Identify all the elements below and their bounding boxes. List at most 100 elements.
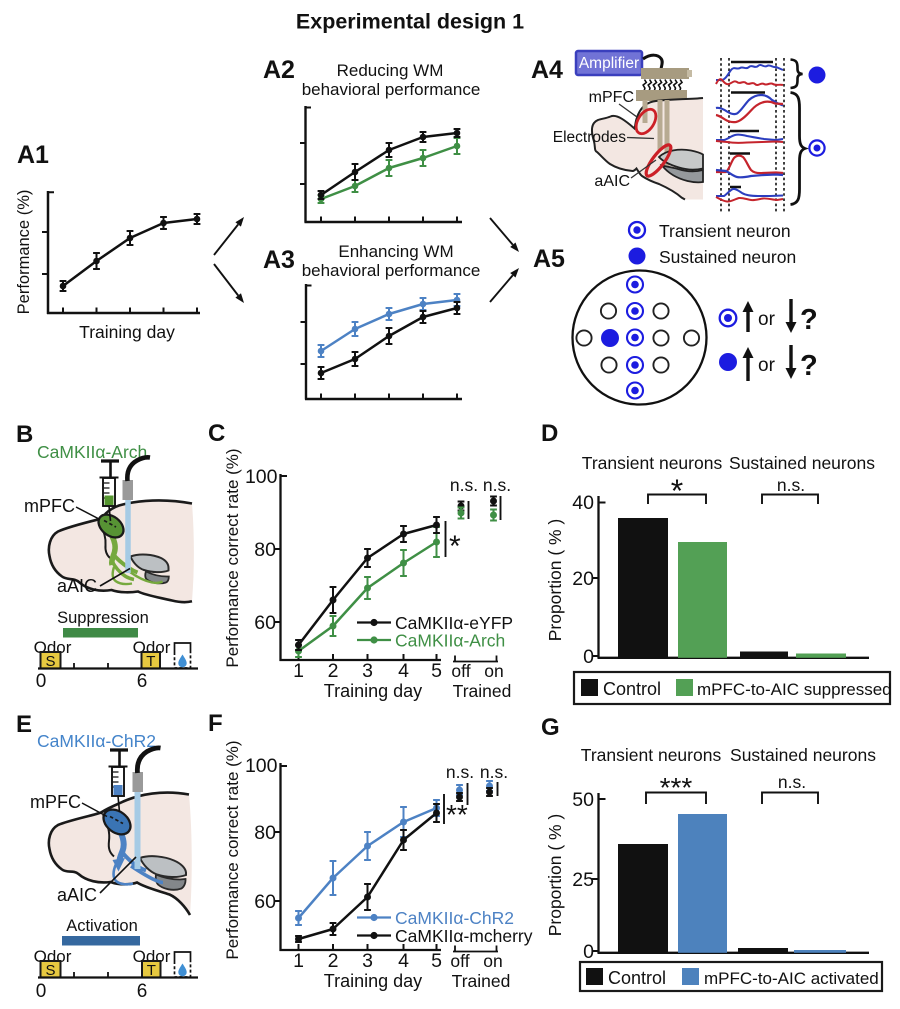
svg-text:off: off: [450, 951, 469, 971]
svg-text:*: *: [671, 473, 683, 509]
svg-text:aAIC: aAIC: [57, 576, 97, 596]
svg-text:aAIC: aAIC: [594, 173, 630, 190]
svg-text:or: or: [758, 309, 776, 330]
svg-text:Activation: Activation: [66, 917, 138, 935]
svg-text:behavioral performance: behavioral performance: [302, 80, 481, 99]
svg-text:CaMKIIα-Arch: CaMKIIα-Arch: [395, 631, 505, 651]
svg-text:G: G: [541, 714, 560, 741]
svg-text:Performance correct rate (%): Performance correct rate (%): [223, 448, 242, 667]
svg-text:Proportion ( % ): Proportion ( % ): [545, 519, 565, 642]
svg-text:2: 2: [328, 660, 339, 682]
svg-text:mPFC-to-AIC suppressed: mPFC-to-AIC suppressed: [697, 680, 892, 699]
svg-text:Suppression: Suppression: [57, 609, 149, 627]
svg-text:or: or: [758, 355, 776, 376]
svg-text:n.s.: n.s.: [778, 772, 806, 792]
svg-text:3: 3: [362, 950, 373, 972]
svg-text:D: D: [541, 420, 558, 447]
svg-text:Transient neuron: Transient neuron: [659, 221, 791, 241]
svg-text:Enhancing WM: Enhancing WM: [338, 242, 453, 261]
svg-text:n.s.: n.s.: [480, 762, 508, 782]
svg-text:100: 100: [245, 755, 278, 777]
svg-text:Training day: Training day: [324, 681, 422, 701]
svg-text:4: 4: [398, 660, 409, 682]
svg-text:mPFC: mPFC: [30, 792, 81, 812]
svg-text:A1: A1: [17, 141, 49, 169]
svg-text:0: 0: [36, 981, 47, 1002]
svg-text:**: **: [446, 799, 468, 830]
svg-text:F: F: [208, 710, 223, 737]
svg-text:40: 40: [572, 492, 594, 514]
svg-text:Performance (%): Performance (%): [15, 190, 33, 315]
svg-text:0: 0: [583, 941, 594, 963]
svg-text:Training day: Training day: [324, 971, 422, 991]
svg-text:CaMKIIα-eYFP: CaMKIIα-eYFP: [395, 613, 513, 633]
svg-text:behavioral performance: behavioral performance: [302, 261, 481, 280]
svg-text:25: 25: [572, 869, 594, 891]
svg-text:B: B: [16, 421, 33, 448]
svg-text:Control: Control: [603, 679, 661, 699]
svg-text:*: *: [449, 530, 461, 563]
svg-text:Trained: Trained: [452, 971, 511, 991]
svg-text:CaMKIIα-ChR2: CaMKIIα-ChR2: [37, 731, 156, 751]
svg-text:?: ?: [800, 304, 818, 336]
svg-text:n.s.: n.s.: [483, 475, 511, 495]
svg-text:A4: A4: [531, 56, 563, 84]
svg-text:T: T: [147, 962, 156, 979]
svg-text:1: 1: [293, 660, 304, 682]
svg-text:2: 2: [328, 950, 339, 972]
svg-text:Electrodes: Electrodes: [553, 129, 626, 146]
svg-text:Amplifier: Amplifier: [579, 55, 639, 72]
svg-text:20: 20: [572, 568, 594, 590]
svg-text:on: on: [483, 951, 502, 971]
svg-text:A3: A3: [263, 246, 295, 274]
svg-text:6: 6: [137, 671, 148, 692]
svg-text:T: T: [146, 653, 155, 670]
svg-text:4: 4: [398, 950, 409, 972]
svg-text:mPFC: mPFC: [589, 89, 634, 106]
svg-text:Reducing WM: Reducing WM: [337, 61, 444, 80]
svg-text:mPFC: mPFC: [24, 496, 75, 516]
svg-text:A2: A2: [263, 56, 295, 84]
svg-text:Trained: Trained: [453, 681, 512, 701]
svg-text:n.s.: n.s.: [446, 762, 474, 782]
svg-text:80: 80: [254, 822, 276, 844]
svg-text:A5: A5: [533, 245, 565, 273]
svg-text:CaMKIIα-Arch: CaMKIIα-Arch: [37, 442, 147, 462]
svg-text:off: off: [451, 661, 470, 681]
svg-text:Training day: Training day: [79, 322, 175, 342]
svg-text:Performance correct rate (%): Performance correct rate (%): [223, 740, 242, 959]
svg-text:n.s.: n.s.: [777, 475, 805, 495]
svg-text:Experimental design 1: Experimental design 1: [296, 10, 524, 34]
svg-text:?: ?: [800, 350, 818, 382]
svg-text:1: 1: [293, 950, 304, 972]
svg-text:5: 5: [431, 950, 442, 972]
svg-text:Sustained neurons: Sustained neurons: [729, 453, 875, 473]
svg-text:C: C: [208, 420, 225, 447]
svg-text:0: 0: [583, 646, 594, 668]
svg-text:S: S: [45, 962, 55, 979]
svg-text:100: 100: [245, 466, 278, 488]
svg-text:60: 60: [254, 891, 276, 913]
svg-text:0: 0: [36, 671, 47, 692]
svg-text:E: E: [16, 711, 32, 738]
svg-text:Proportion ( % ): Proportion ( % ): [545, 814, 565, 937]
svg-text:80: 80: [254, 539, 276, 561]
svg-text:5: 5: [431, 660, 442, 682]
svg-text:60: 60: [254, 612, 276, 634]
svg-text:on: on: [484, 661, 503, 681]
svg-text:aAIC: aAIC: [57, 885, 97, 905]
svg-text:Sustained neurons: Sustained neurons: [730, 745, 876, 765]
svg-text:S: S: [45, 653, 55, 670]
svg-text:Control: Control: [608, 968, 666, 988]
svg-text:Sustained neuron: Sustained neuron: [659, 247, 796, 267]
svg-text:n.s.: n.s.: [450, 475, 478, 495]
svg-text:Transient neurons: Transient neurons: [582, 453, 723, 473]
svg-text:***: ***: [660, 772, 693, 803]
svg-text:50: 50: [572, 789, 594, 811]
svg-text:6: 6: [137, 981, 148, 1002]
svg-text:Transient neurons: Transient neurons: [581, 745, 722, 765]
svg-text:mPFC-to-AIC activated: mPFC-to-AIC activated: [704, 969, 879, 988]
svg-text:CaMKIIα-mcherry: CaMKIIα-mcherry: [395, 926, 533, 946]
svg-text:CaMKIIα-ChR2: CaMKIIα-ChR2: [395, 908, 514, 928]
svg-text:3: 3: [362, 660, 373, 682]
